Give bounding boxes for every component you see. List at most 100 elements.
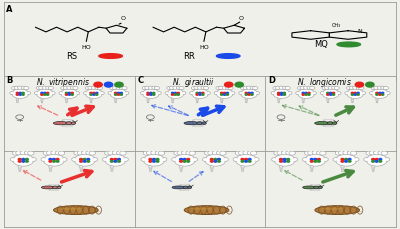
Ellipse shape <box>162 158 167 161</box>
Ellipse shape <box>194 86 199 90</box>
Ellipse shape <box>191 208 213 210</box>
Circle shape <box>16 100 18 101</box>
Circle shape <box>93 94 95 95</box>
Text: D: D <box>268 76 275 85</box>
Ellipse shape <box>97 86 102 90</box>
Circle shape <box>90 94 92 95</box>
Ellipse shape <box>125 92 129 95</box>
Circle shape <box>180 161 182 162</box>
Circle shape <box>248 92 250 94</box>
Circle shape <box>327 100 329 101</box>
Ellipse shape <box>112 151 119 155</box>
Ellipse shape <box>354 158 359 161</box>
Ellipse shape <box>255 92 260 95</box>
Ellipse shape <box>272 158 277 161</box>
Ellipse shape <box>44 186 45 189</box>
Circle shape <box>366 82 374 87</box>
Ellipse shape <box>105 151 111 155</box>
Circle shape <box>251 92 253 94</box>
Ellipse shape <box>41 158 46 161</box>
Circle shape <box>111 170 113 172</box>
Circle shape <box>65 94 68 95</box>
Circle shape <box>90 98 92 100</box>
Ellipse shape <box>140 92 145 95</box>
Circle shape <box>150 94 152 95</box>
Ellipse shape <box>298 86 303 90</box>
Circle shape <box>283 92 286 94</box>
Circle shape <box>310 166 314 168</box>
Circle shape <box>379 94 381 95</box>
Circle shape <box>53 158 55 160</box>
Circle shape <box>110 166 114 168</box>
Circle shape <box>382 94 384 95</box>
Circle shape <box>302 98 305 100</box>
Ellipse shape <box>177 151 184 155</box>
Circle shape <box>221 100 223 101</box>
Ellipse shape <box>92 158 98 161</box>
Ellipse shape <box>158 151 165 155</box>
Ellipse shape <box>214 92 218 95</box>
Ellipse shape <box>168 90 183 98</box>
Ellipse shape <box>86 90 101 98</box>
Circle shape <box>375 158 378 160</box>
Ellipse shape <box>172 158 177 161</box>
Circle shape <box>351 100 354 101</box>
Ellipse shape <box>285 86 290 90</box>
Circle shape <box>226 94 228 95</box>
Text: A: A <box>6 5 12 14</box>
Circle shape <box>379 92 381 94</box>
Ellipse shape <box>18 86 23 89</box>
Circle shape <box>357 94 359 95</box>
Ellipse shape <box>110 86 115 90</box>
Ellipse shape <box>237 155 255 165</box>
Circle shape <box>308 92 310 94</box>
Ellipse shape <box>310 186 311 189</box>
Circle shape <box>114 92 117 94</box>
Circle shape <box>83 158 86 160</box>
Ellipse shape <box>179 186 180 189</box>
Ellipse shape <box>315 210 362 213</box>
Ellipse shape <box>106 155 125 165</box>
Text: N: N <box>357 29 362 34</box>
Circle shape <box>214 158 217 160</box>
Ellipse shape <box>254 158 259 161</box>
Circle shape <box>171 98 174 100</box>
Ellipse shape <box>349 86 354 90</box>
Circle shape <box>152 158 155 160</box>
Ellipse shape <box>353 86 358 89</box>
Ellipse shape <box>378 151 384 155</box>
Ellipse shape <box>86 89 102 98</box>
Ellipse shape <box>250 86 255 90</box>
Ellipse shape <box>51 92 55 95</box>
Circle shape <box>287 161 290 162</box>
Circle shape <box>150 170 152 172</box>
Ellipse shape <box>206 155 225 165</box>
Circle shape <box>96 94 98 95</box>
Circle shape <box>80 158 82 160</box>
Circle shape <box>224 92 226 94</box>
Ellipse shape <box>46 86 51 90</box>
Circle shape <box>120 92 122 94</box>
Circle shape <box>41 94 43 95</box>
Circle shape <box>199 94 201 95</box>
Ellipse shape <box>243 151 249 155</box>
Ellipse shape <box>233 158 238 161</box>
Ellipse shape <box>315 122 329 125</box>
Circle shape <box>327 92 329 94</box>
Ellipse shape <box>91 86 96 89</box>
Circle shape <box>149 161 152 162</box>
Ellipse shape <box>304 151 311 155</box>
Ellipse shape <box>144 154 164 166</box>
Ellipse shape <box>59 92 63 95</box>
Ellipse shape <box>196 122 203 125</box>
Circle shape <box>93 92 95 94</box>
Circle shape <box>149 166 152 168</box>
Ellipse shape <box>184 210 231 213</box>
Ellipse shape <box>189 151 196 155</box>
Ellipse shape <box>67 86 72 89</box>
Ellipse shape <box>148 86 154 89</box>
Circle shape <box>90 102 92 103</box>
Circle shape <box>245 94 247 95</box>
Ellipse shape <box>347 151 354 155</box>
Circle shape <box>22 158 25 160</box>
